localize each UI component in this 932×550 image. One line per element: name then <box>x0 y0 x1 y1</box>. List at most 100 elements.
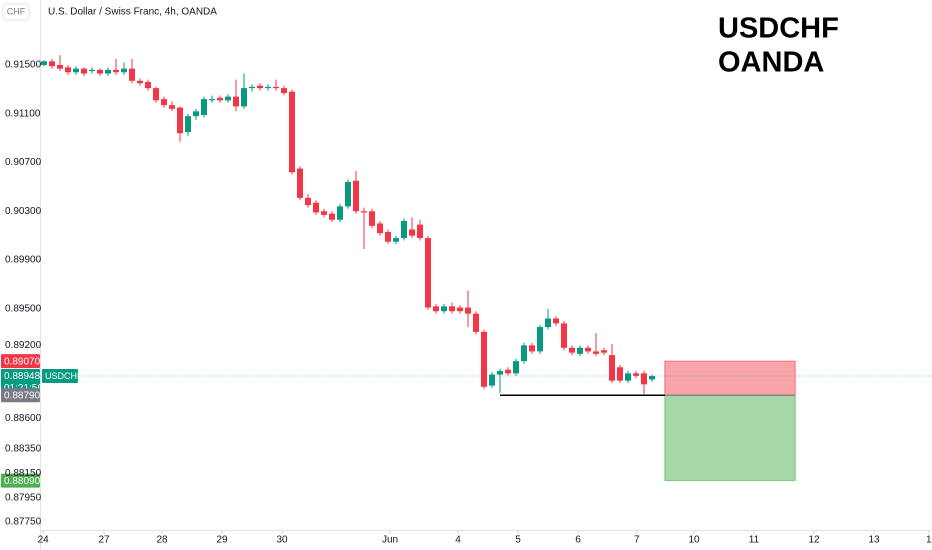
candle-body <box>569 347 575 353</box>
candle-body <box>265 86 271 89</box>
candle-body <box>609 355 615 381</box>
candle-body <box>545 318 551 328</box>
candle-body <box>81 68 87 74</box>
candle-body <box>273 86 279 89</box>
candle-body <box>145 82 151 89</box>
stop-zone <box>664 360 796 396</box>
candle-body <box>393 238 399 242</box>
candle-body <box>257 85 263 89</box>
price-badges: 0.890700.880900.8894801:21:56USDCHF0.887… <box>1 354 83 488</box>
y-tick-label: 0.87750 <box>5 517 42 528</box>
y-tick-label: 0.89200 <box>5 340 42 351</box>
candle-body <box>129 68 135 81</box>
candle-body <box>337 206 343 220</box>
candle-body <box>249 86 255 89</box>
x-tick-label: 28 <box>156 535 168 546</box>
price-badge-label: 0.88090 <box>4 476 41 487</box>
annotation: USDCHF <box>718 13 839 45</box>
y-tick-label: 0.90700 <box>5 157 42 168</box>
candle-body <box>281 88 287 94</box>
candle-body <box>169 105 175 109</box>
x-tick-label: 27 <box>98 535 110 546</box>
candle-body <box>497 370 503 375</box>
candle-body <box>529 345 535 352</box>
x-tick-label: 4 <box>455 535 461 546</box>
x-tick-label: 7 <box>634 535 640 546</box>
price-badge-label: 0.88790 <box>4 390 41 401</box>
candle-body <box>185 116 191 133</box>
candle-body <box>41 61 47 65</box>
candle-body <box>217 97 223 101</box>
candle-body <box>321 211 327 215</box>
candle-body <box>433 306 439 312</box>
x-tick-label: 29 <box>216 535 228 546</box>
candle-body <box>409 229 415 236</box>
candle-body <box>105 69 111 74</box>
candle-body <box>417 224 423 239</box>
candle-body <box>593 351 599 354</box>
candle-body <box>121 68 127 73</box>
candle-body <box>353 180 359 212</box>
candle-body <box>137 80 143 84</box>
x-tick-label: 13 <box>868 535 880 546</box>
candle-body <box>305 197 311 206</box>
candle-body <box>297 168 303 198</box>
x-tick-label: 12 <box>808 535 820 546</box>
candle-body <box>57 64 63 69</box>
x-tick-label: 10 <box>688 535 700 546</box>
candle-body <box>521 345 527 362</box>
symbol-tag <box>42 369 78 384</box>
candle-body <box>377 223 383 234</box>
candle-body <box>633 373 639 376</box>
candle-body <box>89 69 95 72</box>
candle-body <box>481 331 487 387</box>
y-tick-label: 0.88150 <box>5 468 42 479</box>
candle-body <box>361 211 367 213</box>
candle-body <box>601 350 607 353</box>
candle-body <box>97 69 103 74</box>
y-tick-label: 0.91500 <box>5 60 42 71</box>
y-tick-label: 0.89500 <box>5 303 42 314</box>
candle-body <box>161 99 167 106</box>
candle-body <box>617 367 623 381</box>
y-tick-label: 0.90300 <box>5 206 42 217</box>
x-tick-label: 24 <box>38 535 50 546</box>
candle-body <box>465 307 471 314</box>
price-badge-label: 0.88948 <box>4 371 41 382</box>
candle-body <box>441 306 447 312</box>
candle-body <box>201 99 207 115</box>
price-badge <box>1 388 40 403</box>
x-tick-label: Jun <box>382 535 398 546</box>
candle-body <box>553 318 559 324</box>
y-tick-label: 0.89900 <box>5 255 42 266</box>
x-tick-label: 5 <box>515 535 521 546</box>
candle-body <box>225 96 231 101</box>
candle-body <box>449 306 455 312</box>
plot <box>40 55 932 482</box>
candle-body <box>425 238 431 308</box>
candle-body <box>233 96 239 107</box>
y-tick-label: 0.91100 <box>5 108 41 119</box>
y-tick-label: 0.88600 <box>5 413 42 424</box>
currency-box[interactable] <box>2 3 30 21</box>
x-tick-label: 1 <box>926 535 932 546</box>
candle-body <box>513 361 519 374</box>
candle-body <box>289 91 295 173</box>
candle-body <box>385 231 391 242</box>
candle-body <box>457 307 463 312</box>
y-tick-label: 0.88350 <box>5 444 42 455</box>
candle-body <box>209 99 215 101</box>
chart-title: U.S. Dollar / Swiss Franc, 4h, OANDA <box>48 7 217 18</box>
candle-body <box>113 69 119 73</box>
target-zone <box>664 394 796 482</box>
candle-body <box>537 327 543 352</box>
symbol-tag-label: USDCHF <box>45 371 83 381</box>
candle-body <box>473 313 479 332</box>
candle-body <box>561 323 567 348</box>
x-tick-label: 30 <box>276 535 288 546</box>
candle-body <box>577 347 583 354</box>
candle-body <box>153 88 159 101</box>
y-tick-label: 0.87950 <box>5 492 42 503</box>
annotation: OANDA <box>718 47 824 79</box>
